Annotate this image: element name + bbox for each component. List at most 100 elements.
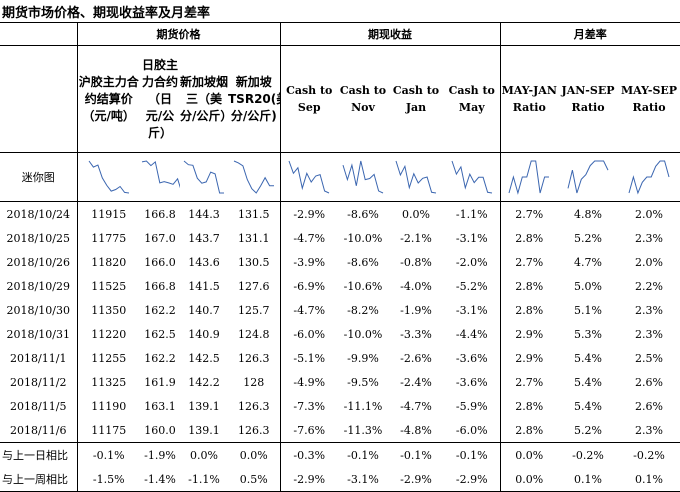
footer-cell: -0.2% xyxy=(633,448,665,462)
row-date: 2018/10/31 xyxy=(6,327,70,341)
footer-cell: 0.0% xyxy=(499,467,558,492)
sparkline-line xyxy=(567,160,609,194)
row-date: 2018/10/26 xyxy=(6,255,70,269)
table-cell: 166.8 xyxy=(144,279,176,293)
table-cell: 11915 xyxy=(76,201,140,226)
row-date: 2018/10/25 xyxy=(6,231,70,245)
sparkline-line xyxy=(141,160,180,189)
column-header-6: Cash to Nov xyxy=(339,84,387,114)
sparkline-8 xyxy=(451,160,492,194)
footer-cell: 0.1% xyxy=(618,467,680,492)
footer-cell: -0.2% xyxy=(572,448,604,462)
table-cell: 2.3% xyxy=(618,418,680,443)
sparkline-line xyxy=(508,160,550,195)
sparkline-cell-6 xyxy=(338,152,388,202)
row-date: 2018/11/2 xyxy=(10,375,67,389)
row-date: 2018/11/6 xyxy=(0,418,77,443)
footer-cell: 0.5% xyxy=(228,467,280,492)
table-cell: -2.6% xyxy=(400,351,432,365)
sparkline-2 xyxy=(141,160,180,189)
footer-cell: -2.9% xyxy=(279,467,338,492)
table-cell: 0.0% xyxy=(402,207,430,221)
table-cell: -8.6% xyxy=(347,207,379,221)
sparkline-cell-9 xyxy=(499,152,558,202)
page-title: 期货市场价格、期现收益率及月差率 xyxy=(2,6,211,21)
table-cell: 166.0 xyxy=(144,255,176,269)
column-header-3: 新加坡烟三（美分/公斤） xyxy=(180,74,228,123)
table-cell: 2.7% xyxy=(499,250,558,274)
table-cell: 2.3% xyxy=(635,327,663,341)
sparkline-label: 迷你图 xyxy=(0,152,77,202)
footer-cell: 0.0% xyxy=(239,448,268,462)
column-header-10: JAN-SEP Ratio xyxy=(561,84,615,114)
table-cell: -4.8% xyxy=(388,418,444,443)
table-cell: 11175 xyxy=(76,418,140,443)
table-cell: -3.3% xyxy=(400,327,432,341)
table-cell: -11.1% xyxy=(343,399,383,413)
table-cell: 11525 xyxy=(76,274,140,298)
column-header-7: Cash to Jan xyxy=(392,84,440,114)
table-cell: 139.1 xyxy=(180,418,228,443)
table-cell: -5.9% xyxy=(455,399,488,413)
table-cell: -1.1% xyxy=(455,207,488,221)
table-cell: 141.5 xyxy=(188,279,220,293)
table-cell: 2.2% xyxy=(635,279,663,293)
table-cell: 127.6 xyxy=(238,279,270,293)
group-header-row: 期货价格 期现收益 月差率 xyxy=(0,22,680,46)
sparkline-line xyxy=(233,160,274,194)
table-cell: 5.4% xyxy=(574,351,602,365)
sparkline-6 xyxy=(342,160,384,194)
table-cell: 2.6% xyxy=(635,375,663,389)
table-cell: -6.9% xyxy=(279,274,338,298)
table-cell: 139.1 xyxy=(188,399,220,413)
table-cell: 5.1% xyxy=(574,303,602,317)
table-cell: 2.8% xyxy=(499,394,558,418)
table-cell: 11220 xyxy=(76,322,140,346)
table-cell: 143.7 xyxy=(188,231,220,245)
footer-cell: 0.0% xyxy=(499,442,558,467)
footer-cell: -2.9% xyxy=(388,467,444,492)
group-spot-futures-return: 期现收益 xyxy=(279,22,500,46)
footer-cell: -0.1% xyxy=(455,448,488,462)
table-cell: -4.0% xyxy=(400,279,432,293)
table-cell: 2.9% xyxy=(499,322,558,346)
table-cell: 167.0 xyxy=(144,231,176,245)
table-cell: -3.9% xyxy=(279,250,338,274)
sparkline-9 xyxy=(508,160,550,195)
footer-row: 与上一日相比 -0.1% -1.9% 0.0% 0.0% -0.3% -0.1% -0.1% -… xyxy=(0,442,680,467)
sparkline-10 xyxy=(567,160,609,194)
sparkline-cell-11 xyxy=(618,152,680,202)
sparkline-cell-1 xyxy=(76,152,140,202)
table-cell: -2.9% xyxy=(279,201,338,226)
table-cell: -7.6% xyxy=(279,418,338,443)
table-cell: -4.9% xyxy=(279,370,338,394)
table-cell: 162.5 xyxy=(144,327,176,341)
sparkline-cell-3 xyxy=(180,152,228,202)
row-date: 2018/10/24 xyxy=(6,207,70,221)
table-cell: 130.5 xyxy=(238,255,270,269)
column-header-2: 日胶主力合约（日元/公斤） xyxy=(141,57,178,140)
table-cell: 162.2 xyxy=(144,303,176,317)
table-cell: 5.0% xyxy=(574,279,602,293)
row-date: 2018/10/29 xyxy=(6,279,70,293)
table-cell: 126.3 xyxy=(238,351,270,365)
table-row: 2018/10/30 11350 162.2 140.7 125.7 -4.7% -8.2%… xyxy=(0,298,680,322)
table-cell: 2.5% xyxy=(635,351,663,365)
table-cell: -2.0% xyxy=(455,255,488,269)
footer-cell: -1.9% xyxy=(144,448,176,462)
corner-cell xyxy=(0,22,77,46)
table-cell: 4.7% xyxy=(574,255,602,269)
column-header-9: MAY-JAN Ratio xyxy=(499,45,558,153)
sparkline-5 xyxy=(288,160,330,194)
footer-cell: 0.1% xyxy=(558,467,618,492)
footer-cell: -2.9% xyxy=(444,467,500,492)
table-cell: -2.1% xyxy=(400,231,432,245)
table-cell: -9.5% xyxy=(347,375,379,389)
table-cell: -3.6% xyxy=(455,351,488,365)
sparkline-7 xyxy=(395,160,437,194)
table-cell: 5.3% xyxy=(574,327,602,341)
table-cell: -10.0% xyxy=(343,327,383,341)
table-cell: 11820 xyxy=(76,250,140,274)
table-cell: 128 xyxy=(243,375,265,389)
sparkline-line xyxy=(183,160,224,194)
